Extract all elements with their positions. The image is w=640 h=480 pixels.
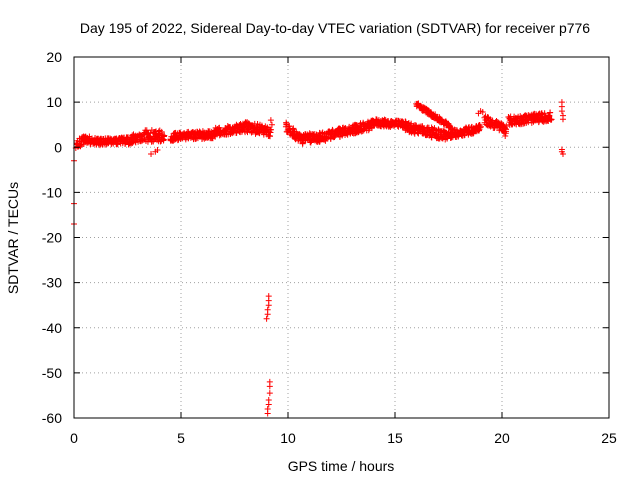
- data-point: [266, 390, 273, 397]
- data-point: [479, 109, 486, 116]
- data-point: [501, 128, 508, 135]
- x-tick-label: 25: [601, 430, 617, 446]
- data-point: [331, 133, 338, 140]
- data-point: [525, 119, 532, 126]
- y-tick-label: -40: [42, 320, 62, 336]
- x-tick-label: 20: [494, 430, 510, 446]
- data-point: [267, 126, 274, 133]
- data-point: [267, 117, 274, 124]
- data-point: [266, 383, 273, 390]
- data-point: [264, 311, 271, 318]
- data-point: [558, 108, 565, 115]
- data-point: [306, 130, 313, 137]
- data-point: [161, 132, 168, 139]
- data-point: [267, 133, 274, 140]
- data-points: [71, 99, 566, 417]
- y-tick-label: -20: [42, 230, 62, 246]
- x-tick-label: 5: [177, 430, 185, 446]
- data-point: [265, 302, 272, 309]
- data-point: [148, 151, 155, 158]
- x-tick-label: 0: [70, 430, 78, 446]
- y-tick-label: 20: [46, 49, 62, 65]
- data-point: [470, 129, 477, 136]
- data-point: [268, 121, 275, 128]
- data-point: [158, 128, 165, 135]
- data-point: [365, 127, 372, 134]
- x-tick-label: 10: [280, 430, 296, 446]
- y-tick-label: -60: [42, 410, 62, 426]
- y-axis-title: SDTVAR / TECUs: [5, 182, 21, 294]
- y-tick-label: -50: [42, 365, 62, 381]
- data-point: [559, 151, 566, 158]
- data-point: [263, 315, 270, 322]
- y-tick-label: -30: [42, 275, 62, 291]
- data-point: [299, 140, 306, 147]
- y-tick-label: -10: [42, 184, 62, 200]
- data-point: [548, 116, 555, 123]
- data-point: [264, 410, 271, 417]
- axis-ticks: 0 5 10 15 20 25 -60 -50 -40 -30 -20 -10 0 10 20: [42, 49, 617, 446]
- data-point: [77, 142, 84, 149]
- grid: [74, 57, 609, 418]
- data-point: [265, 401, 272, 408]
- data-point: [212, 133, 219, 140]
- data-point: [152, 129, 159, 136]
- data-point: [154, 146, 161, 153]
- x-tick-label: 15: [387, 430, 403, 446]
- y-tick-label: 0: [54, 139, 62, 155]
- data-point: [286, 123, 293, 130]
- data-point: [503, 123, 510, 130]
- data-point: [477, 123, 484, 130]
- x-axis-title: GPS time / hours: [288, 458, 395, 474]
- chart-title: Day 195 of 2022, Sidereal Day-to-day VTE…: [80, 20, 590, 36]
- data-point: [502, 132, 509, 139]
- y-tick-label: 10: [46, 94, 62, 110]
- data-point: [419, 124, 426, 131]
- data-point: [559, 116, 566, 123]
- data-point: [547, 109, 554, 116]
